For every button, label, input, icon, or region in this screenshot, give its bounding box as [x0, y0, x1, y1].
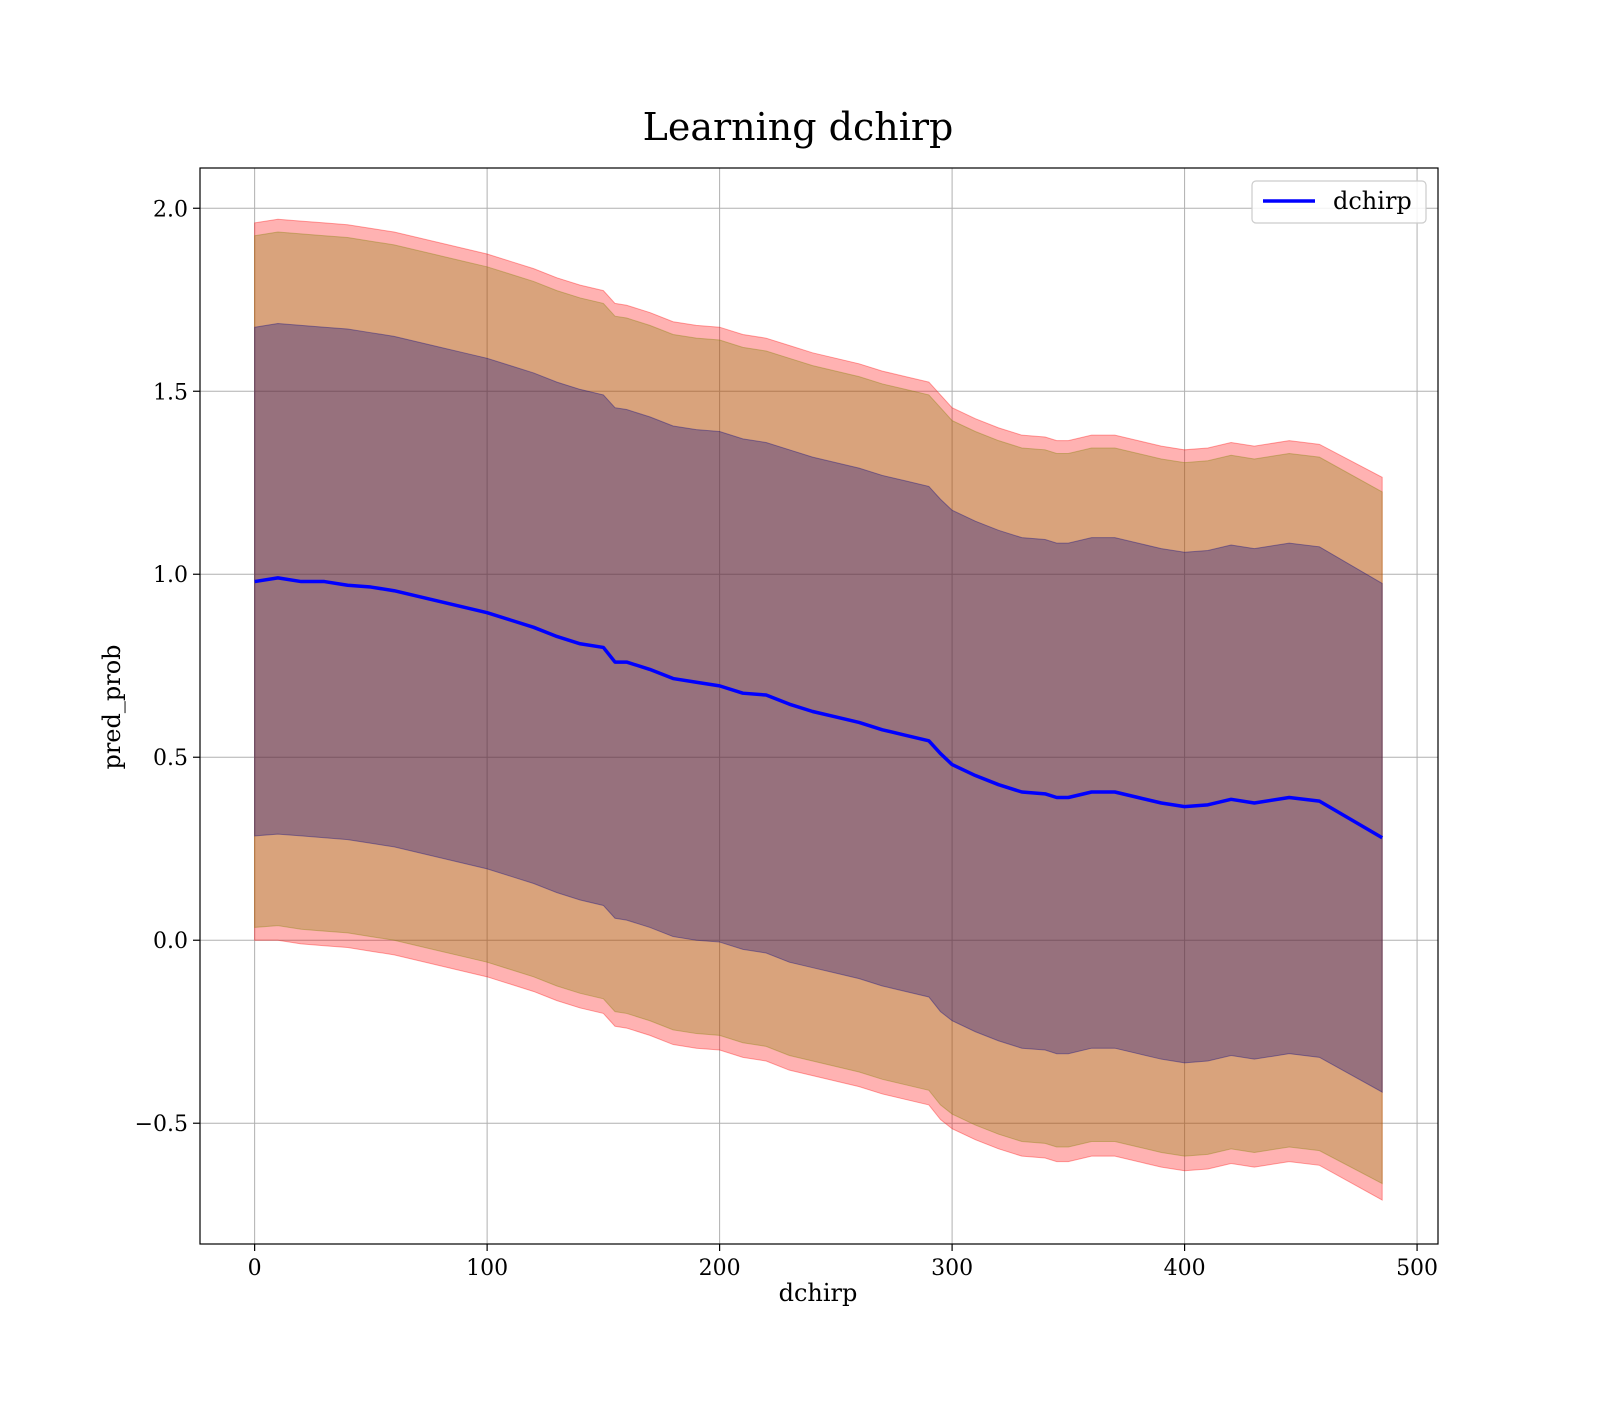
confidence-band-2 [254, 323, 1383, 1093]
confidence-band-0 [254, 218, 1383, 1201]
grid-lines [200, 168, 1438, 1244]
confidence-band-1 [254, 231, 1383, 1185]
legend-label-dchirp: dchirp [1333, 187, 1412, 215]
x-tick-label-0: 0 [248, 1256, 262, 1281]
y-tick-label-2: 0.5 [153, 746, 188, 771]
series-lines [254, 576, 1384, 840]
y-tick-label-3: 1.0 [153, 563, 188, 588]
plot-frame [199, 167, 1439, 1245]
chart-title: Learning dchirp [643, 105, 954, 149]
legend: dchirp [1251, 180, 1427, 224]
confidence-bands [254, 218, 1383, 1201]
y-tick-label-4: 1.5 [153, 380, 188, 405]
y-tick-label-0: −0.5 [135, 1112, 188, 1137]
x-tick-label-1: 100 [466, 1256, 508, 1281]
series-line-dchirp [254, 576, 1384, 840]
x-axis-label: dchirp [779, 1279, 858, 1307]
legend-box [1251, 180, 1427, 224]
x-tick-label-2: 200 [699, 1256, 741, 1281]
y-tick-label-5: 2.0 [153, 197, 188, 222]
axis-ticks: 0 100 200 300 400 500 −0.5 0.0 0.5 1.0 1.5 2.0 [135, 197, 1438, 1281]
y-tick-label-1: 0.0 [153, 929, 188, 954]
x-tick-label-4: 400 [1164, 1256, 1206, 1281]
y-axis-label: pred_prob [98, 644, 126, 769]
x-tick-label-3: 300 [931, 1256, 973, 1281]
x-tick-label-5: 500 [1396, 1256, 1438, 1281]
